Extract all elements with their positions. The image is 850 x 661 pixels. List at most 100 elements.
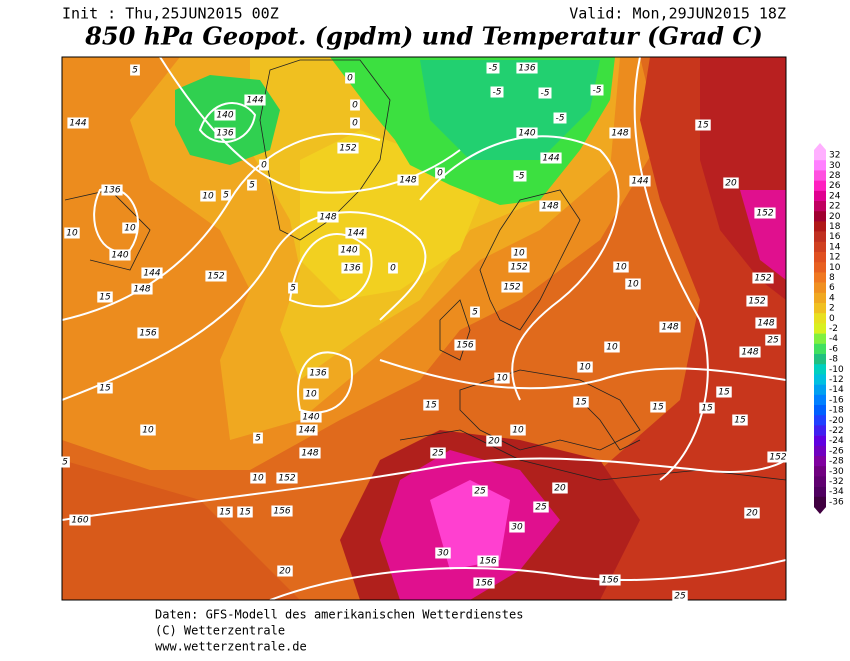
legend-tick-label: -4	[829, 334, 838, 344]
contour-label-text: 140	[216, 111, 233, 121]
contour-label-text: 0	[347, 74, 353, 84]
contour-label: -5	[486, 62, 500, 74]
legend-swatch	[814, 272, 826, 283]
contour-label-text: 144	[69, 119, 86, 129]
contour-label: 5	[247, 179, 257, 191]
contour-label-box	[516, 127, 538, 139]
legend-tick-label: 10	[829, 263, 841, 273]
contour-label-text: 144	[542, 154, 559, 164]
legend-tick-label: -30	[829, 467, 844, 477]
contour-label: 5	[253, 432, 263, 444]
contour-label: 136	[516, 62, 538, 74]
contour-label-text: 10	[252, 474, 264, 484]
legend-swatch	[814, 415, 826, 426]
contour-label-box	[604, 341, 620, 353]
contour-label-text: 0	[390, 264, 396, 274]
contour-label-box	[200, 190, 216, 202]
legend-swatch	[814, 466, 826, 477]
contour-label-text: 10	[496, 374, 508, 384]
contour-label: 15	[217, 506, 233, 518]
contour-label-box	[423, 399, 439, 411]
contour-label-box	[508, 261, 530, 273]
contour-label-text: 10	[627, 280, 639, 290]
contour-label-text: 136	[518, 64, 535, 74]
legend-tick-label: -10	[829, 365, 844, 375]
contour-label-text: 148	[757, 319, 774, 329]
contour-label-box	[122, 222, 138, 234]
contour-label-box	[755, 317, 777, 329]
contour-label: 152	[752, 272, 774, 284]
contour-label: 148	[539, 200, 561, 212]
legend-tick-label: -32	[829, 477, 844, 487]
contour-label-text: -5	[541, 89, 550, 99]
contour-label-box	[752, 272, 774, 284]
contour-label: 10	[511, 247, 527, 259]
map-title: 850 hPa Geopot. (gpdm) und Temperatur (G…	[84, 22, 763, 51]
contour-label-box	[767, 451, 789, 463]
contour-label: 15	[97, 382, 113, 394]
contour-label: 25	[533, 501, 549, 513]
contour-label: 152	[337, 142, 359, 154]
contour-label: 144	[141, 267, 163, 279]
contour-label-box	[338, 244, 360, 256]
contour-label-box	[577, 361, 593, 373]
color-legend: 32302826242220181614121086420-2-4-6-8-10…	[814, 143, 844, 514]
contour-label: 144	[540, 152, 562, 164]
contour-label: 15	[716, 386, 732, 398]
contour-label-box	[307, 367, 329, 379]
contour-label-text: 148	[541, 202, 558, 212]
contour-label-box	[217, 506, 233, 518]
contour-label: 10	[303, 388, 319, 400]
contour-label: 144	[345, 227, 367, 239]
legend-swatch	[814, 333, 826, 345]
contour-label-text: 15	[219, 508, 231, 518]
legend-tick-label: -28	[829, 457, 844, 467]
legend-swatch	[814, 313, 826, 324]
contour-label: 0	[350, 99, 360, 111]
legend-swatch	[814, 486, 826, 498]
contour-label-text: -5	[556, 114, 565, 124]
legend-swatch	[814, 221, 826, 232]
contour-label: 136	[307, 367, 329, 379]
contour-label-text: 25	[535, 503, 547, 513]
contour-label-box	[247, 179, 257, 191]
contour-label-text: 144	[347, 229, 364, 239]
contour-label-text: 10	[305, 390, 317, 400]
contour-label: 140	[109, 249, 131, 261]
legend-tick-label: 32	[829, 151, 840, 161]
contour-label-text: 0	[261, 161, 267, 171]
contour-label: 20	[277, 565, 293, 577]
contour-label-box	[486, 435, 502, 447]
contour-label-box	[97, 382, 113, 394]
legend-tick-label: 8	[829, 273, 835, 283]
init-time: Init : Thu,25JUN2015 00Z	[62, 5, 279, 23]
contour-label: 148	[131, 283, 153, 295]
contour-label-box	[659, 321, 681, 333]
contour-label-box	[214, 109, 236, 121]
contour-label: 20	[744, 507, 760, 519]
contour-label: 144	[629, 175, 651, 187]
legend-swatch	[814, 282, 826, 294]
contour-label-box	[350, 99, 360, 111]
contour-label-box	[513, 170, 527, 182]
legend-tick-label: 30	[829, 161, 841, 171]
legend-swatch	[814, 445, 826, 457]
contour-label-text: 156	[273, 507, 290, 517]
legend-arrow-top	[814, 143, 826, 150]
contour-label-text: 5	[223, 191, 229, 201]
contour-label: 148	[317, 211, 339, 223]
contour-label-text: 15	[697, 121, 709, 131]
contour-label-text: 30	[511, 523, 523, 533]
contour-label-box	[250, 472, 266, 484]
legend-swatch	[814, 384, 826, 396]
contour-label-box	[300, 411, 322, 423]
legend-tick-label: -16	[829, 395, 844, 405]
contour-label: 30	[509, 521, 525, 533]
legend-swatch	[814, 343, 826, 355]
contour-label-box	[765, 334, 781, 346]
contour-label-box	[746, 295, 768, 307]
contour-label: 148	[659, 321, 681, 333]
contour-label-text: 140	[518, 129, 535, 139]
contour-label-box	[296, 424, 318, 436]
contour-label-text: 144	[246, 96, 263, 106]
